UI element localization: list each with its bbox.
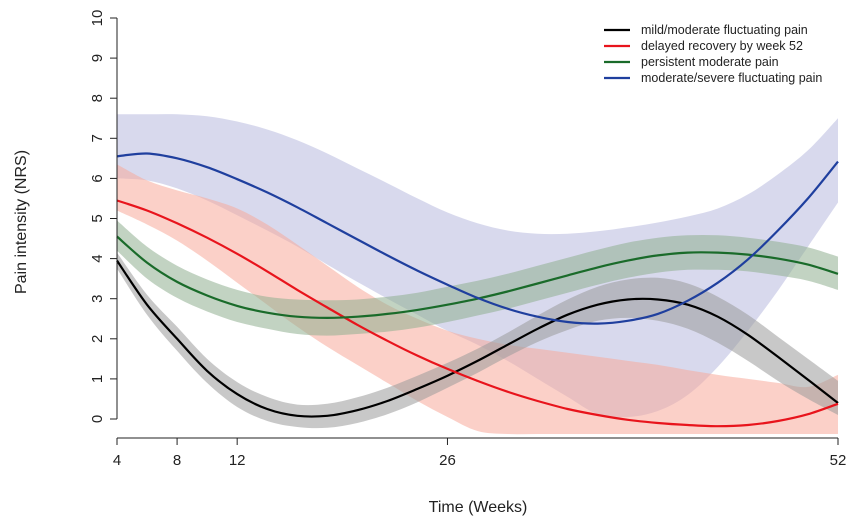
band-mild-moderate-fluctuating-pain — [117, 252, 838, 429]
band-delayed-recovery-by-week-52 — [117, 164, 838, 435]
x-tick-label: 52 — [830, 452, 847, 469]
y-tick-label: 3 — [89, 295, 106, 303]
legend-label: persistent moderate pain — [641, 55, 779, 69]
y-tick-label: 6 — [89, 174, 106, 182]
y-tick-label: 10 — [89, 10, 106, 27]
line-delayed-recovery-by-week-52 — [116, 199, 839, 428]
confidence-bands — [117, 114, 838, 435]
x-tick-label: 12 — [229, 452, 246, 469]
y-tick-label: 7 — [89, 134, 106, 142]
x-axis: 4 8 12 26 52 — [113, 437, 847, 469]
x-tick-label: 4 — [113, 452, 121, 469]
y-tick-label: 2 — [89, 335, 106, 343]
y-tick-label: 5 — [89, 214, 106, 222]
y-tick-label: 8 — [89, 94, 106, 102]
y-axis: 0 1 2 3 4 5 6 7 8 9 10 — [89, 10, 118, 423]
band-persistent-moderate-pain — [117, 220, 838, 336]
legend-label: mild/moderate fluctuating pain — [641, 23, 808, 37]
legend-label: moderate/severe fluctuating pain — [641, 71, 822, 85]
y-tick-label: 1 — [89, 375, 106, 383]
legend: mild/moderate fluctuating pain delayed re… — [604, 23, 822, 85]
x-tick-label: 26 — [439, 452, 456, 469]
x-tick-label: 8 — [173, 452, 181, 469]
band-moderate-severe-fluctuating-pain — [117, 114, 838, 418]
legend-label: delayed recovery by week 52 — [641, 39, 803, 53]
y-tick-label: 4 — [89, 254, 106, 262]
x-axis-title: Time (Weeks) — [429, 499, 528, 516]
line-mild-moderate-fluctuating-pain — [116, 259, 839, 418]
y-tick-label: 9 — [89, 54, 106, 62]
series-lines — [116, 152, 839, 428]
y-axis-title: Pain intensity (NRS) — [13, 150, 30, 294]
y-tick-label: 0 — [89, 415, 106, 423]
line-moderate-severe-fluctuating-pain — [116, 152, 839, 325]
